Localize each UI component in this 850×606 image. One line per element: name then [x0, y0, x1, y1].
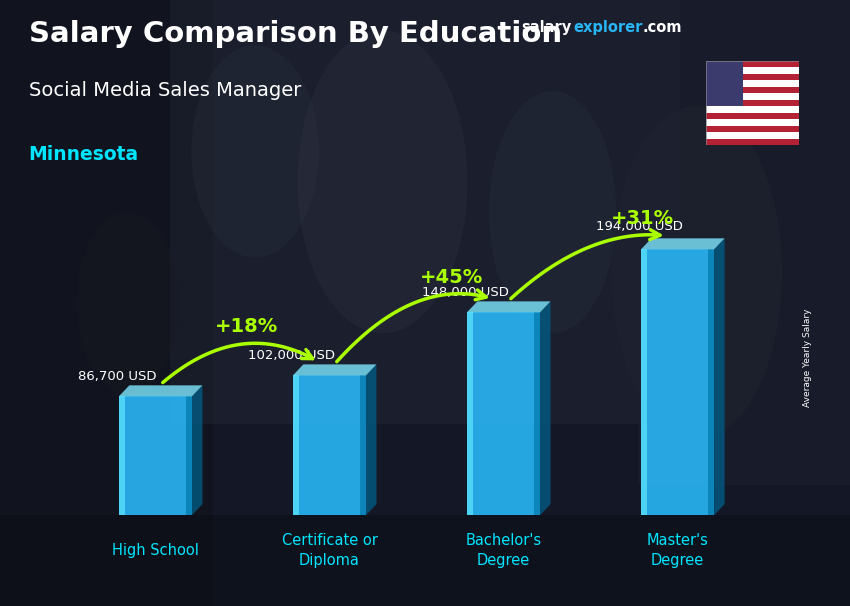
Polygon shape	[641, 238, 724, 249]
Polygon shape	[119, 385, 202, 396]
Polygon shape	[714, 238, 724, 515]
Polygon shape	[293, 364, 377, 375]
Bar	[119, 396, 192, 515]
Ellipse shape	[76, 212, 178, 394]
Bar	[0, 515, 850, 606]
Text: Salary Comparison By Education: Salary Comparison By Education	[29, 19, 562, 48]
Bar	[706, 61, 743, 106]
Bar	[706, 87, 799, 93]
Bar	[706, 100, 799, 106]
Bar	[360, 375, 366, 515]
Text: Social Media Sales Manager: Social Media Sales Manager	[29, 81, 301, 100]
Ellipse shape	[191, 45, 319, 258]
Bar	[641, 249, 647, 515]
Bar	[706, 61, 799, 67]
Polygon shape	[540, 301, 551, 515]
Bar	[467, 312, 473, 515]
Text: High School: High School	[112, 543, 199, 558]
Text: Minnesota: Minnesota	[29, 145, 139, 164]
Text: Bachelor's
Degree: Bachelor's Degree	[466, 533, 541, 568]
Bar	[293, 375, 298, 515]
Ellipse shape	[489, 91, 616, 333]
Text: Average Yearly Salary: Average Yearly Salary	[803, 308, 812, 407]
Bar	[706, 67, 799, 74]
Bar	[170, 0, 680, 424]
Text: +31%: +31%	[610, 209, 674, 228]
Polygon shape	[366, 364, 377, 515]
Text: 102,000 USD: 102,000 USD	[247, 348, 335, 362]
Bar	[293, 375, 366, 515]
Bar	[119, 396, 125, 515]
Bar	[708, 249, 714, 515]
Bar	[706, 119, 799, 126]
Bar	[467, 312, 540, 515]
Bar	[641, 249, 714, 515]
Bar	[706, 106, 799, 113]
Bar	[706, 74, 799, 80]
Bar	[186, 396, 192, 515]
Text: salary: salary	[521, 19, 571, 35]
Ellipse shape	[612, 106, 782, 439]
Polygon shape	[467, 301, 551, 312]
Bar	[535, 312, 540, 515]
Bar	[706, 132, 799, 139]
Text: 86,700 USD: 86,700 USD	[78, 370, 156, 382]
Bar	[706, 139, 799, 145]
Text: Certificate or
Diploma: Certificate or Diploma	[281, 533, 377, 568]
Bar	[638, 0, 850, 485]
Text: +45%: +45%	[420, 268, 483, 287]
Polygon shape	[192, 385, 202, 515]
Text: +18%: +18%	[215, 318, 279, 336]
Bar	[706, 80, 799, 87]
Text: 148,000 USD: 148,000 USD	[422, 285, 508, 299]
Text: explorer: explorer	[574, 19, 643, 35]
Bar	[706, 113, 799, 119]
Ellipse shape	[298, 30, 468, 333]
Text: .com: .com	[643, 19, 682, 35]
Bar	[706, 93, 799, 100]
Text: Master's
Degree: Master's Degree	[647, 533, 709, 568]
Bar	[0, 0, 212, 606]
Text: 194,000 USD: 194,000 USD	[596, 220, 683, 233]
Bar	[706, 126, 799, 132]
